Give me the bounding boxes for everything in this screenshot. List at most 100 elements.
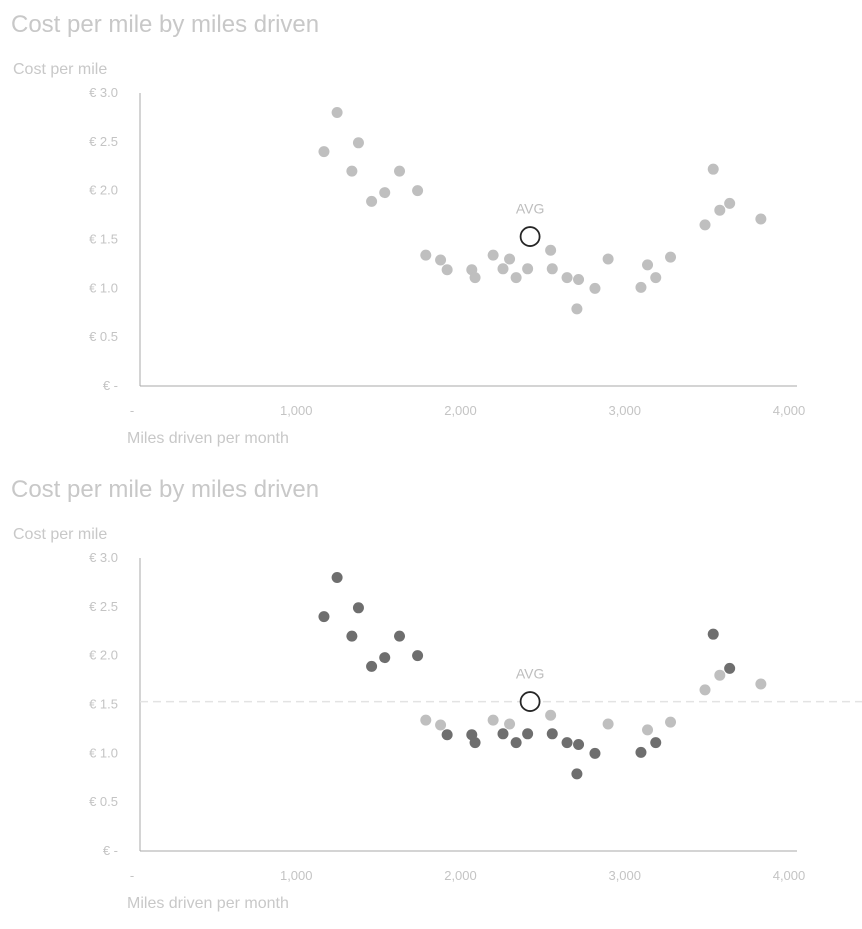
data-point: [318, 611, 330, 623]
data-point: [352, 602, 364, 614]
y-tick-label: € 1.5: [89, 232, 118, 247]
data-point: [573, 739, 585, 751]
avg-label: AVG: [516, 666, 545, 682]
x-tick-label: 4,000: [773, 403, 806, 418]
data-point: [346, 165, 358, 177]
data-point: [435, 254, 447, 266]
data-point: [699, 219, 711, 231]
data-point: [642, 724, 654, 736]
data-point: [635, 746, 647, 758]
y-tick-label: € 3.0: [89, 550, 118, 565]
data-point: [545, 244, 557, 256]
y-tick-label: € 1.5: [89, 697, 118, 712]
data-point: [650, 737, 662, 749]
data-point: [366, 195, 378, 207]
chart-panel-top: Cost per mile by miles driven Cost per m…: [0, 0, 862, 464]
data-point: [571, 303, 583, 315]
x-tick-label: -: [130, 403, 134, 418]
data-point: [412, 650, 424, 662]
y-tick-label: € -: [103, 843, 118, 858]
y-tick-label: € 2.0: [89, 648, 118, 663]
data-point: [602, 253, 614, 265]
data-point: [352, 137, 364, 149]
y-tick-label: € 0.5: [89, 794, 118, 809]
y-tick-label: € -: [103, 378, 118, 393]
scatter-plot: € - € 0.5 € 1.0 € 1.5 € 2.0 € 2.5 € 3.0 - 1,000 2…: [89, 550, 862, 883]
x-tick-label: 3,000: [608, 403, 641, 418]
data-point: [755, 678, 767, 690]
data-point: [589, 747, 601, 759]
data-point: [331, 107, 343, 119]
data-point: [420, 714, 432, 726]
data-point: [394, 630, 406, 642]
y-tick-label: € 3.0: [89, 85, 118, 100]
avg-label: AVG: [516, 201, 545, 217]
data-point: [545, 709, 557, 721]
data-point: [522, 263, 534, 275]
data-point: [546, 263, 558, 275]
x-tick-label: 2,000: [444, 403, 477, 418]
data-point: [497, 728, 509, 740]
x-axis-label: Miles driven per month: [127, 430, 289, 447]
data-point: [724, 197, 736, 209]
data-point: [707, 163, 719, 175]
data-point: [420, 249, 432, 261]
data-point: [318, 146, 330, 158]
data-point: [379, 187, 391, 199]
scatter-plot: € - € 0.5 € 1.0 € 1.5 € 2.0 € 2.5 € 3.0 - 1,000 2…: [89, 85, 806, 418]
data-point: [379, 652, 391, 664]
data-point: [699, 684, 711, 696]
data-point: [546, 728, 558, 740]
data-point: [602, 718, 614, 730]
data-point: [394, 165, 406, 177]
data-point: [504, 253, 516, 265]
chart-panel-bottom: Cost per mile by miles driven Cost per m…: [0, 465, 862, 929]
data-point: [412, 185, 424, 197]
data-point: [571, 768, 583, 780]
x-tick-label: 3,000: [608, 868, 641, 883]
data-point: [331, 572, 343, 584]
data-point: [665, 716, 677, 728]
avg-marker: [519, 226, 541, 247]
data-point: [441, 264, 453, 276]
data-point: [642, 259, 654, 271]
data-point: [510, 737, 522, 749]
y-tick-label: € 2.0: [89, 183, 118, 198]
data-point: [755, 213, 767, 225]
data-point: [510, 272, 522, 284]
y-tick-label: € 2.5: [89, 134, 118, 149]
y-axis-label: Cost per mile: [13, 526, 108, 543]
data-point: [635, 281, 647, 293]
x-axis-label: Miles driven per month: [127, 895, 289, 912]
y-tick-label: € 1.0: [89, 745, 118, 760]
data-point: [522, 728, 534, 740]
y-axis-label: Cost per mile: [13, 61, 108, 78]
data-point: [469, 737, 481, 749]
data-point: [589, 282, 601, 294]
data-point: [469, 272, 481, 284]
data-point: [441, 729, 453, 741]
data-point: [707, 628, 719, 640]
data-point: [665, 251, 677, 263]
x-tick-label: 2,000: [444, 868, 477, 883]
x-tick-label: 1,000: [280, 868, 313, 883]
x-tick-label: -: [130, 868, 134, 883]
data-point: [487, 714, 499, 726]
data-point: [650, 272, 662, 284]
data-point: [561, 737, 573, 749]
data-point: [346, 630, 358, 642]
data-point: [366, 660, 378, 672]
y-tick-label: € 1.0: [89, 280, 118, 295]
data-point: [573, 274, 585, 286]
x-tick-label: 4,000: [773, 868, 806, 883]
data-point: [504, 718, 516, 730]
data-point: [561, 272, 573, 284]
y-tick-label: € 0.5: [89, 329, 118, 344]
data-point: [487, 249, 499, 261]
chart-title: Cost per mile by miles driven: [11, 11, 320, 38]
y-tick-label: € 2.5: [89, 599, 118, 614]
data-point: [497, 263, 509, 275]
chart-title: Cost per mile by miles driven: [11, 476, 320, 503]
data-point: [724, 662, 736, 674]
data-point: [714, 204, 726, 216]
